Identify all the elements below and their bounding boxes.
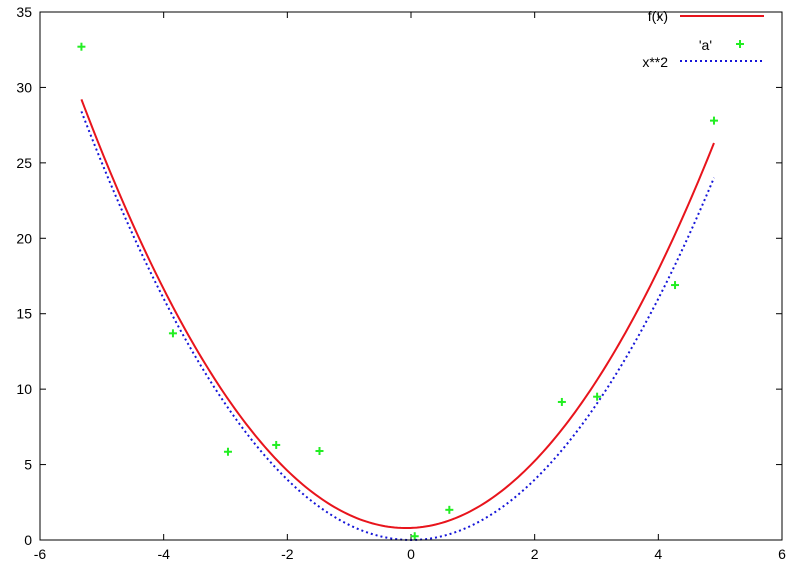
y-tick-label: 30 [16, 79, 32, 95]
y-tick-label: 15 [16, 306, 32, 322]
data-point [671, 281, 680, 290]
series-layer [77, 42, 718, 542]
x-tick-label: -4 [157, 546, 170, 562]
data-point [77, 42, 86, 51]
y-tick-label: 20 [16, 230, 32, 246]
x-tick-label: -2 [281, 546, 294, 562]
legend-swatch-a [736, 40, 744, 48]
data-point [315, 446, 324, 455]
series-line-f-x [80, 99, 715, 530]
data-point [272, 440, 281, 449]
y-tick-label: 35 [16, 4, 32, 20]
y-tick-label: 5 [24, 457, 32, 473]
legend-entry-fx: f(x) [648, 8, 764, 24]
legend-entry-x2: x**2 [642, 54, 764, 70]
legend-label-x2: x**2 [642, 54, 668, 70]
data-point [593, 392, 602, 401]
legend: f(x) 'a' x**2 [642, 8, 764, 70]
x-tick-label: -6 [34, 546, 47, 562]
ticks-layer: -6 -4 -2 0 2 4 6 0 5 10 15 20 25 30 35 [16, 4, 786, 562]
x-tick-label: 2 [531, 546, 539, 562]
y-tick-label: 0 [24, 532, 32, 548]
legend-entry-a: 'a' [699, 37, 744, 53]
data-point [223, 447, 232, 456]
legend-label-fx: f(x) [648, 8, 668, 24]
x-tick-label: 4 [654, 546, 662, 562]
data-point [410, 532, 419, 541]
y-tick-label: 25 [16, 155, 32, 171]
plot-frame [39, 11, 783, 541]
legend-label-a: 'a' [699, 37, 712, 53]
data-point [557, 397, 566, 406]
x-tick-label: 0 [407, 546, 415, 562]
y-tick-label: 10 [16, 381, 32, 397]
data-point [709, 116, 718, 125]
x-tick-label: 6 [778, 546, 786, 562]
data-point [445, 505, 454, 514]
data-point [168, 329, 177, 338]
series-line-x-2 [80, 111, 715, 542]
